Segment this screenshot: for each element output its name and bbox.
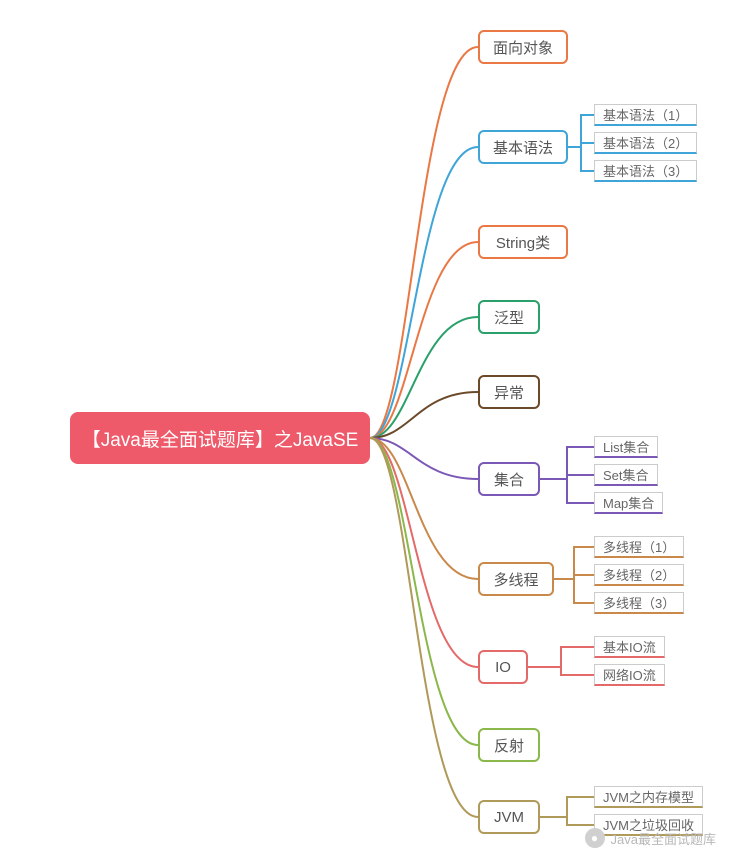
wechat-icon: ● (585, 828, 605, 848)
branch-b4[interactable]: 异常 (478, 375, 540, 409)
branch-b3[interactable]: 泛型 (478, 300, 540, 334)
root-node[interactable]: 【Java最全面试题库】之JavaSE (70, 412, 370, 464)
branch-b6[interactable]: 多线程 (478, 562, 554, 596)
watermark-text: Java最全面试题库 (611, 829, 716, 848)
leaf-b6-1[interactable]: 多线程（2） (594, 564, 684, 586)
branch-b0[interactable]: 面向对象 (478, 30, 568, 64)
branch-b1[interactable]: 基本语法 (478, 130, 568, 164)
leaf-b9-0[interactable]: JVM之内存模型 (594, 786, 703, 808)
leaf-b1-0[interactable]: 基本语法（1） (594, 104, 697, 126)
branch-b9[interactable]: JVM (478, 800, 540, 834)
leaf-b5-1[interactable]: Set集合 (594, 464, 658, 486)
leaf-b1-2[interactable]: 基本语法（3） (594, 160, 697, 182)
branch-b5[interactable]: 集合 (478, 462, 540, 496)
leaf-b7-1[interactable]: 网络IO流 (594, 664, 665, 686)
watermark: ● Java最全面试题库 (585, 828, 716, 848)
branch-b7[interactable]: IO (478, 650, 528, 684)
leaf-b7-0[interactable]: 基本IO流 (594, 636, 665, 658)
leaf-b5-2[interactable]: Map集合 (594, 492, 663, 514)
leaf-b6-2[interactable]: 多线程（3） (594, 592, 684, 614)
branch-b2[interactable]: String类 (478, 225, 568, 259)
leaf-b1-1[interactable]: 基本语法（2） (594, 132, 697, 154)
branch-b8[interactable]: 反射 (478, 728, 540, 762)
leaf-b5-0[interactable]: List集合 (594, 436, 658, 458)
leaf-b6-0[interactable]: 多线程（1） (594, 536, 684, 558)
